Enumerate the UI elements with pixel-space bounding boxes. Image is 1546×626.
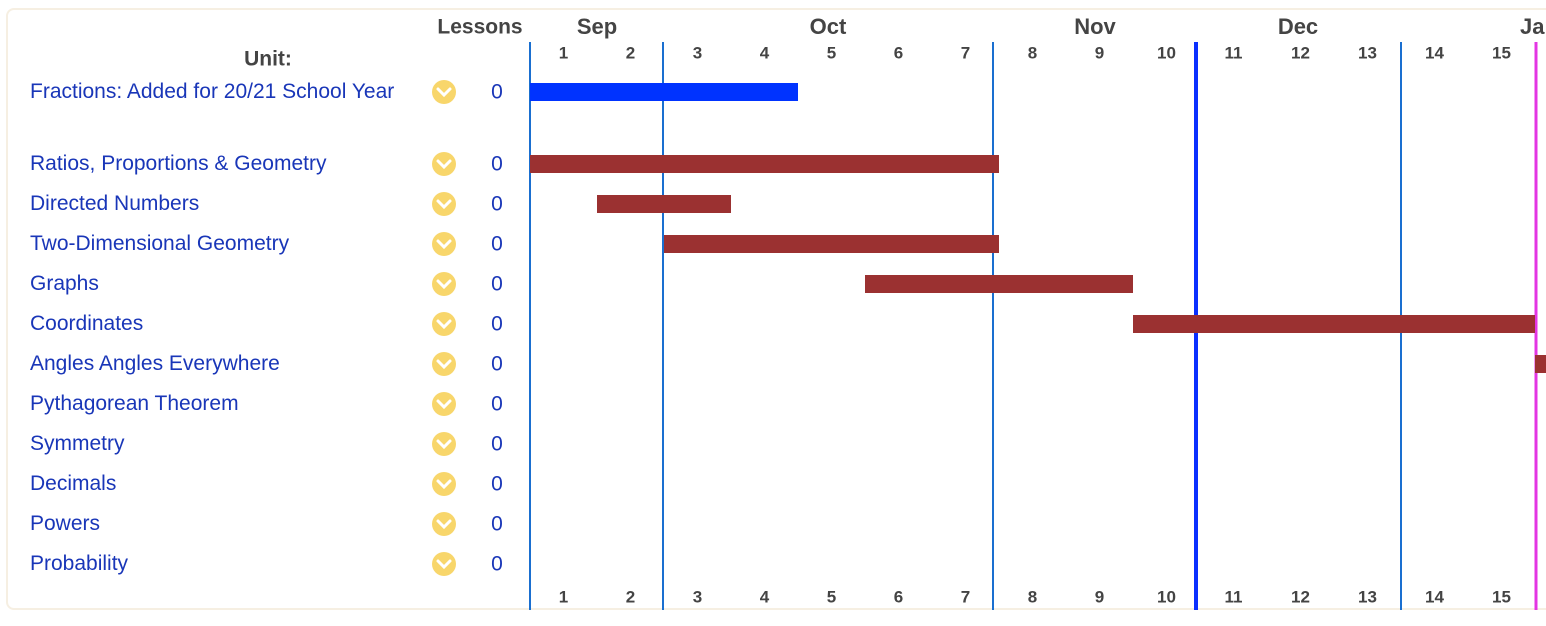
week-number: 12 (1291, 587, 1310, 606)
month-label: Sep (577, 14, 617, 39)
week-number: 4 (760, 43, 770, 62)
unit-link[interactable]: Graphs (30, 272, 99, 295)
week-number: 10 (1157, 587, 1176, 606)
week-number: 2 (626, 587, 635, 606)
week-number: 9 (1095, 43, 1104, 62)
expand-button[interactable] (432, 392, 456, 416)
expand-button[interactable] (432, 512, 456, 536)
lessons-header: Lessons (437, 16, 522, 39)
week-number: 7 (961, 587, 970, 606)
week-number: 3 (693, 43, 702, 62)
expand-button[interactable] (432, 472, 456, 496)
unit-link[interactable]: Ratios, Proportions & Geometry (30, 152, 327, 175)
week-number: 5 (827, 43, 836, 62)
lesson-count: 0 (491, 273, 503, 296)
unit-link[interactable]: Two-Dimensional Geometry (30, 232, 290, 255)
unit-bar (1535, 355, 1546, 373)
week-number: 7 (961, 43, 970, 62)
week-number: 12 (1291, 43, 1310, 62)
expand-button[interactable] (432, 192, 456, 216)
week-number: 6 (894, 43, 903, 62)
month-label: Oct (810, 14, 847, 39)
lesson-count: 0 (491, 353, 503, 376)
expand-button[interactable] (432, 352, 456, 376)
week-number: 11 (1225, 43, 1243, 62)
lesson-count: 0 (491, 473, 503, 496)
expand-button[interactable] (432, 312, 456, 336)
unit-bar (664, 235, 999, 253)
lesson-count: 0 (491, 313, 503, 336)
expand-button[interactable] (432, 552, 456, 576)
week-number: 9 (1095, 587, 1104, 606)
expand-button[interactable] (432, 432, 456, 456)
expand-button[interactable] (432, 80, 456, 104)
week-number: 14 (1425, 43, 1444, 62)
unit-header: Unit: (244, 48, 292, 71)
unit-link[interactable]: Directed Numbers (30, 192, 200, 215)
unit-link[interactable]: Powers (30, 512, 101, 535)
unit-link[interactable]: Decimals (30, 472, 117, 495)
lesson-count: 0 (491, 193, 503, 216)
lesson-count: 0 (491, 81, 503, 104)
lesson-count: 0 (491, 393, 503, 416)
week-number: 13 (1358, 43, 1377, 62)
month-label: Nov (1074, 14, 1116, 39)
month-label: Dec (1278, 14, 1318, 39)
unit-bar (530, 83, 798, 101)
unit-link[interactable]: Fractions: Added for 20/21 School Year (30, 80, 395, 103)
unit-link[interactable]: Coordinates (30, 312, 144, 335)
week-number: 11 (1225, 587, 1243, 606)
expand-button[interactable] (432, 152, 456, 176)
lesson-count: 0 (491, 233, 503, 256)
unit-bar (865, 275, 1133, 293)
week-number: 8 (1028, 43, 1037, 62)
unit-link[interactable]: Symmetry (30, 432, 125, 455)
week-number: 5 (827, 587, 836, 606)
week-number: 1 (559, 587, 568, 606)
week-number: 4 (760, 587, 770, 606)
week-number: 14 (1425, 587, 1444, 606)
unit-bar (530, 155, 999, 173)
week-number: 15 (1492, 43, 1511, 62)
unit-bar (1133, 315, 1535, 333)
lesson-count: 0 (491, 433, 503, 456)
panel-frame (6, 8, 1546, 610)
week-number: 6 (894, 587, 903, 606)
week-number: 15 (1492, 587, 1511, 606)
unit-link[interactable]: Pythagorean Theorem (30, 392, 239, 415)
lesson-count: 0 (491, 553, 503, 576)
unit-link[interactable]: Probability (30, 552, 129, 575)
month-label: Jan (1520, 14, 1546, 39)
unit-bar (597, 195, 731, 213)
week-number: 8 (1028, 587, 1037, 606)
expand-button[interactable] (432, 272, 456, 296)
expand-button[interactable] (432, 232, 456, 256)
lesson-count: 0 (491, 513, 503, 536)
lesson-count: 0 (491, 153, 503, 176)
week-number: 1 (559, 43, 568, 62)
week-number: 10 (1157, 43, 1176, 62)
week-number: 2 (626, 43, 635, 62)
week-number: 13 (1358, 587, 1377, 606)
unit-link[interactable]: Angles Angles Everywhere (30, 352, 280, 375)
week-number: 3 (693, 587, 702, 606)
